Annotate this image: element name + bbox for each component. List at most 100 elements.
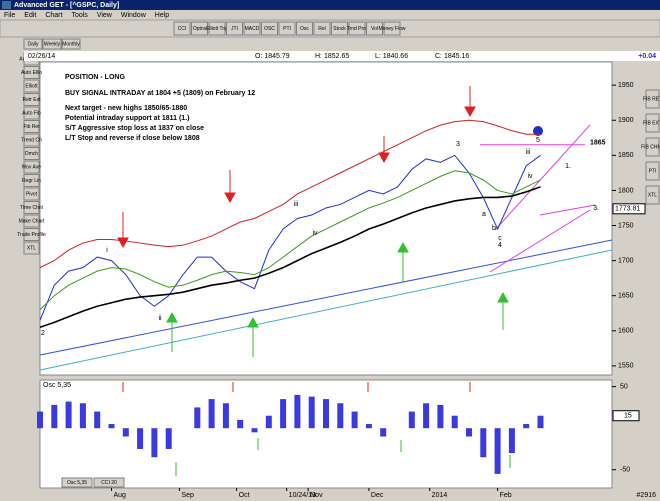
tool-button-label[interactable]: Optns (193, 26, 207, 32)
left-tool[interactable] (23, 201, 40, 214)
period-tab[interactable] (23, 38, 43, 50)
wave-label: 4 (498, 242, 502, 249)
period-tab[interactable] (61, 38, 81, 50)
tool-button[interactable] (261, 21, 278, 36)
tool-button[interactable] (348, 21, 366, 36)
period-tab[interactable] (42, 38, 62, 50)
tool-button-label[interactable]: Vol (371, 26, 378, 32)
left-tool-label[interactable]: Regr Lin (22, 178, 41, 184)
right-tool-label[interactable]: FIB RET (643, 96, 660, 102)
tool-button-label[interactable]: Osc (300, 26, 309, 32)
tool-button-label[interactable]: Rel (318, 26, 326, 32)
left-tool-label[interactable]: Retr Ext (22, 97, 41, 103)
right-tool-label[interactable]: XTL (648, 192, 657, 198)
left-tool-label[interactable]: Trend Ch (21, 137, 42, 143)
left-tool[interactable] (23, 214, 40, 228)
osc-bar (79, 403, 86, 429)
annotation: S/T Aggressive stop loss at 1837 on clos… (65, 125, 204, 132)
tool-button[interactable] (173, 21, 191, 36)
tool-button-label[interactable]: JTI (231, 26, 238, 32)
left-tool-label[interactable]: Trade Profile (17, 232, 46, 238)
tool-button[interactable] (243, 21, 261, 36)
right-tool-label[interactable]: FIB CHNL (641, 144, 660, 150)
tool-button[interactable] (366, 21, 383, 36)
tool-button-label[interactable]: Money Flow (379, 26, 406, 32)
left-tool[interactable] (23, 147, 40, 160)
period-tab-label[interactable]: Monthly (62, 41, 80, 47)
left-tool[interactable] (23, 66, 40, 79)
right-tool[interactable] (645, 113, 660, 133)
tool-button-label[interactable]: CCI (178, 26, 187, 32)
left-tool-label[interactable]: Make Chart (19, 218, 45, 224)
left-tool[interactable] (23, 133, 40, 147)
left-tool[interactable] (23, 187, 40, 201)
tool-button[interactable] (208, 21, 226, 36)
wave-label: iii (294, 201, 299, 208)
y-tick-label: 1800 (618, 187, 634, 194)
menu-item[interactable]: File (4, 12, 15, 19)
right-tool[interactable] (645, 89, 660, 109)
period-tab-label[interactable]: Daily (27, 41, 39, 47)
menu-item[interactable]: Help (155, 12, 170, 19)
left-tool[interactable] (23, 120, 40, 133)
left-tool[interactable] (23, 241, 40, 255)
tool-button-label[interactable]: Stock (333, 26, 346, 32)
x-tick-label: Oct (239, 492, 250, 499)
tool-button-label[interactable]: Elliott Trig (206, 26, 228, 32)
tool-button-label[interactable]: MACD (245, 26, 260, 32)
period-tab-label[interactable]: Weekly (44, 41, 61, 47)
right-tool[interactable] (645, 161, 660, 181)
y-tick-label: 1600 (618, 328, 634, 335)
tool-button-label[interactable]: PTI (283, 26, 291, 32)
indicator-tab[interactable] (93, 477, 125, 488)
tool-button[interactable] (331, 21, 348, 36)
right-tool[interactable] (645, 185, 660, 205)
menu-item[interactable]: Chart (45, 12, 62, 19)
window-title: Advanced GET - [^GSPC, Daily] (14, 1, 119, 9)
left-tool[interactable] (23, 228, 40, 241)
tool-button[interactable] (296, 21, 313, 36)
menu-item[interactable]: Tools (71, 12, 88, 19)
left-tool[interactable] (23, 106, 40, 120)
left-tool-label[interactable]: XTL (27, 245, 36, 251)
left-tool-label[interactable]: Dmch (25, 151, 38, 157)
left-tool-label[interactable]: Mov Ave (22, 164, 41, 170)
left-tool-label[interactable]: Auto Ellio (21, 70, 42, 76)
osc-bar (423, 403, 430, 429)
left-tool[interactable] (23, 160, 40, 174)
tool-button[interactable] (313, 21, 331, 36)
osc-bar (37, 411, 43, 429)
indicator-tab[interactable] (61, 477, 93, 488)
indicator-tab-label[interactable]: CCI 20 (101, 480, 117, 486)
osc-bar (165, 428, 172, 449)
indicator-tab-label[interactable]: Osc 5,35 (67, 480, 87, 486)
menu-item[interactable]: Window (121, 12, 147, 19)
left-tool-label[interactable]: Auto Fib (22, 110, 41, 116)
menu-item[interactable]: View (97, 12, 113, 19)
left-tool[interactable] (23, 79, 40, 93)
tool-button[interactable] (191, 21, 208, 36)
left-tool[interactable] (23, 174, 40, 187)
osc-bar (94, 411, 101, 429)
right-tool-label[interactable]: FIB EXT (643, 120, 660, 126)
annotation: Potential intraday support at 1811 (1.) (65, 115, 189, 122)
y-tick-label: 1700 (618, 257, 634, 264)
left-tool[interactable] (23, 93, 40, 106)
wave-label: iv (312, 230, 318, 237)
tool-button[interactable] (383, 21, 401, 36)
osc-bar (265, 415, 272, 429)
menu-item[interactable]: Edit (24, 12, 36, 19)
tool-button-label[interactable]: Trnd Prof (347, 26, 368, 32)
osc-title: Osc 5,35 (43, 382, 71, 389)
left-tool-label[interactable]: Pivot (26, 191, 38, 197)
tool-button-label[interactable]: OSC (264, 26, 275, 32)
tool-button[interactable] (278, 21, 296, 36)
left-tool-label[interactable]: Fib Ret (23, 124, 40, 130)
right-tool-label[interactable]: PTI (649, 168, 657, 174)
tool-button[interactable] (226, 21, 243, 36)
left-tool-label[interactable]: Elliott (25, 83, 38, 89)
series-line (39, 170, 541, 311)
y-tick-label: 1900 (618, 117, 634, 124)
left-tool-label[interactable]: Time Chnl (20, 205, 43, 211)
right-tool[interactable] (645, 137, 660, 157)
